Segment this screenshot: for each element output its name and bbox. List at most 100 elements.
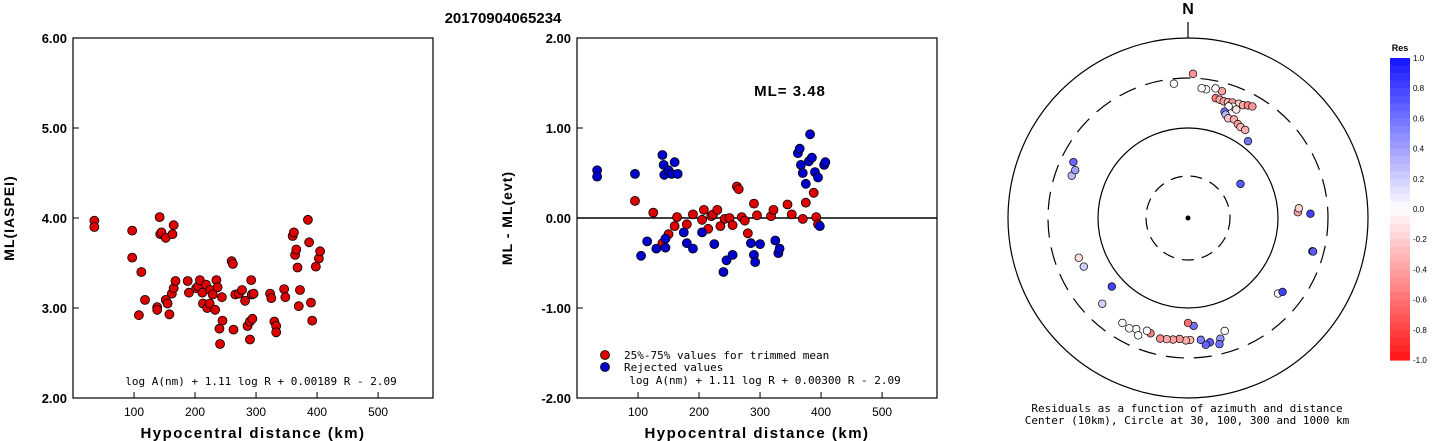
data-point	[310, 261, 321, 272]
data-point	[709, 239, 720, 250]
x-axis: 100 200 300 400 500	[124, 392, 388, 419]
y-tick-label: 4.00	[42, 211, 67, 226]
station-point	[1118, 318, 1127, 328]
data-point	[750, 257, 761, 268]
colorbar-band	[1390, 148, 1410, 157]
data-point	[648, 207, 659, 218]
station-point	[1196, 335, 1205, 344]
x-axis-label: Hypocentral distance (km)	[644, 425, 869, 441]
data-point	[774, 243, 785, 254]
colorbar-band	[1390, 171, 1410, 180]
y-tick-label: -2.00	[541, 391, 571, 406]
data-point	[167, 229, 178, 240]
y-axis-label: ML - ML(evt)	[499, 171, 515, 265]
data-point	[214, 323, 225, 334]
data-point	[303, 214, 313, 225]
x-tick-label: 200	[689, 405, 709, 419]
x-tick-label: 500	[368, 405, 388, 419]
station-point	[1236, 179, 1245, 189]
ring-30km	[1145, 175, 1231, 261]
station-point	[1211, 84, 1220, 93]
panel-ml-iaspei: 2.00 3.00 4.00 5.00 6.00 100 200 300 400 500 ML(…	[1, 31, 434, 441]
data-point	[813, 172, 823, 183]
colorbar: 1.0 0.8 0.6 0.4 0.2 0.0 -0.2 -0.4 -0.6 -0.8 -1.0	[1390, 54, 1427, 365]
legend-marker-rejected	[600, 362, 610, 372]
data-point	[797, 213, 808, 224]
data-point	[210, 304, 221, 315]
data-point	[216, 292, 227, 303]
x-tick-label: 100	[628, 405, 648, 419]
data-points	[89, 212, 326, 349]
data-point	[295, 285, 305, 295]
data-point	[721, 255, 732, 266]
data-point	[307, 315, 318, 326]
data-point	[745, 238, 756, 249]
data-point	[279, 284, 290, 295]
colorbar-band	[1390, 246, 1410, 255]
plot-frame	[72, 37, 434, 399]
data-point	[712, 204, 723, 215]
colorbar-band	[1390, 103, 1410, 112]
data-point	[678, 227, 689, 238]
colorbar-tick-label: -0.4	[1413, 265, 1427, 274]
y-tick-label: 6.00	[42, 31, 67, 46]
data-point	[814, 221, 825, 232]
x-tick-label: 300	[246, 405, 266, 419]
caption-line-1: Residuals as a function of azimuth and d…	[1031, 402, 1342, 415]
station-point	[1125, 324, 1134, 333]
x-tick-label: 400	[307, 405, 327, 419]
colorbar-band	[1390, 239, 1410, 248]
caption-line-2: Center (10km), Circle at 30, 100, 300 an…	[1025, 414, 1350, 427]
data-point	[246, 275, 257, 286]
data-point	[669, 221, 680, 232]
colorbar-band	[1390, 314, 1410, 323]
station-point	[1278, 287, 1287, 297]
colorbar-band	[1390, 231, 1410, 240]
colorbar-tick-label: 0.2	[1413, 175, 1425, 184]
data-point	[288, 227, 299, 238]
y-tick-label: 5.00	[42, 121, 67, 136]
colorbar-band	[1390, 58, 1410, 67]
station-point	[1074, 253, 1083, 262]
station-point	[1188, 69, 1198, 78]
colorbar-band	[1390, 322, 1410, 331]
y-tick-label: 2.00	[42, 391, 67, 406]
x-tick-label: 300	[750, 405, 770, 419]
colorbar-band	[1390, 193, 1410, 203]
station-point	[1098, 299, 1107, 308]
data-point	[657, 150, 668, 160]
data-point	[672, 212, 682, 223]
data-point	[291, 244, 302, 255]
colorbar-band	[1390, 216, 1410, 225]
data-point	[306, 297, 316, 308]
ring-100km	[1097, 127, 1279, 309]
station-point	[1134, 331, 1143, 340]
station-point	[1071, 165, 1080, 175]
colorbar-band	[1390, 141, 1410, 150]
data-point	[154, 212, 165, 223]
station-point	[1232, 105, 1241, 114]
data-point	[247, 313, 258, 324]
data-point	[715, 221, 726, 232]
data-point	[688, 209, 698, 220]
station-point	[1306, 209, 1315, 218]
data-point	[688, 243, 698, 254]
data-point	[681, 238, 692, 249]
data-point	[592, 171, 603, 182]
colorbar-tick-label: 0.0	[1413, 205, 1425, 214]
data-point	[755, 239, 765, 250]
colorbar-band	[1390, 110, 1410, 119]
station-point	[1079, 262, 1088, 271]
data-point	[630, 195, 640, 206]
data-point	[808, 187, 819, 198]
epicenter-dot	[1185, 215, 1191, 221]
station-point	[1169, 79, 1179, 88]
colorbar-band	[1390, 254, 1410, 263]
station-point	[1308, 247, 1318, 256]
data-point	[797, 168, 808, 178]
data-point	[162, 298, 173, 309]
data-point	[669, 157, 680, 168]
colorbar-band	[1390, 125, 1410, 135]
station-point	[1107, 282, 1116, 291]
